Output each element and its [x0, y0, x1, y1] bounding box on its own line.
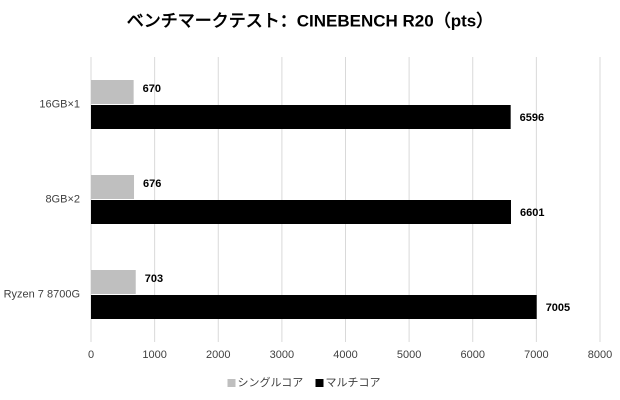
x-tick-label: 5000: [397, 349, 421, 361]
x-tick-label: 6000: [461, 349, 485, 361]
legend-label: マルチコア: [326, 376, 381, 389]
x-tick-label: 2000: [206, 349, 230, 361]
value-label: 703: [145, 273, 163, 285]
chart-title: ベンチマークテスト：CINEBENCH R20（pts）: [127, 10, 493, 30]
value-label: 6596: [520, 112, 544, 124]
y-tick-label: 8GB×2: [45, 193, 80, 205]
bar: [91, 270, 136, 294]
legend-swatch: [227, 379, 236, 387]
legend-swatch: [315, 379, 324, 387]
legend-label: シングルコア: [238, 375, 304, 389]
x-tick-label: 1000: [142, 349, 166, 361]
value-label: 6601: [520, 207, 544, 219]
bar: [91, 105, 511, 129]
y-tick-label: 16GB×1: [39, 98, 80, 110]
bar: [91, 295, 537, 319]
x-tick-label: 0: [88, 349, 94, 361]
x-tick-label: 3000: [270, 349, 294, 361]
y-tick-label: Ryzen 7 8700G: [4, 288, 80, 300]
x-tick-label: 7000: [524, 349, 548, 361]
bar: [91, 200, 511, 224]
value-label: 676: [143, 178, 161, 190]
bar: [91, 80, 134, 104]
value-label: 7005: [546, 302, 570, 314]
x-tick-label: 8000: [588, 349, 612, 361]
value-label: 670: [143, 83, 161, 95]
x-tick-label: 4000: [333, 349, 357, 361]
bar: [91, 175, 135, 199]
